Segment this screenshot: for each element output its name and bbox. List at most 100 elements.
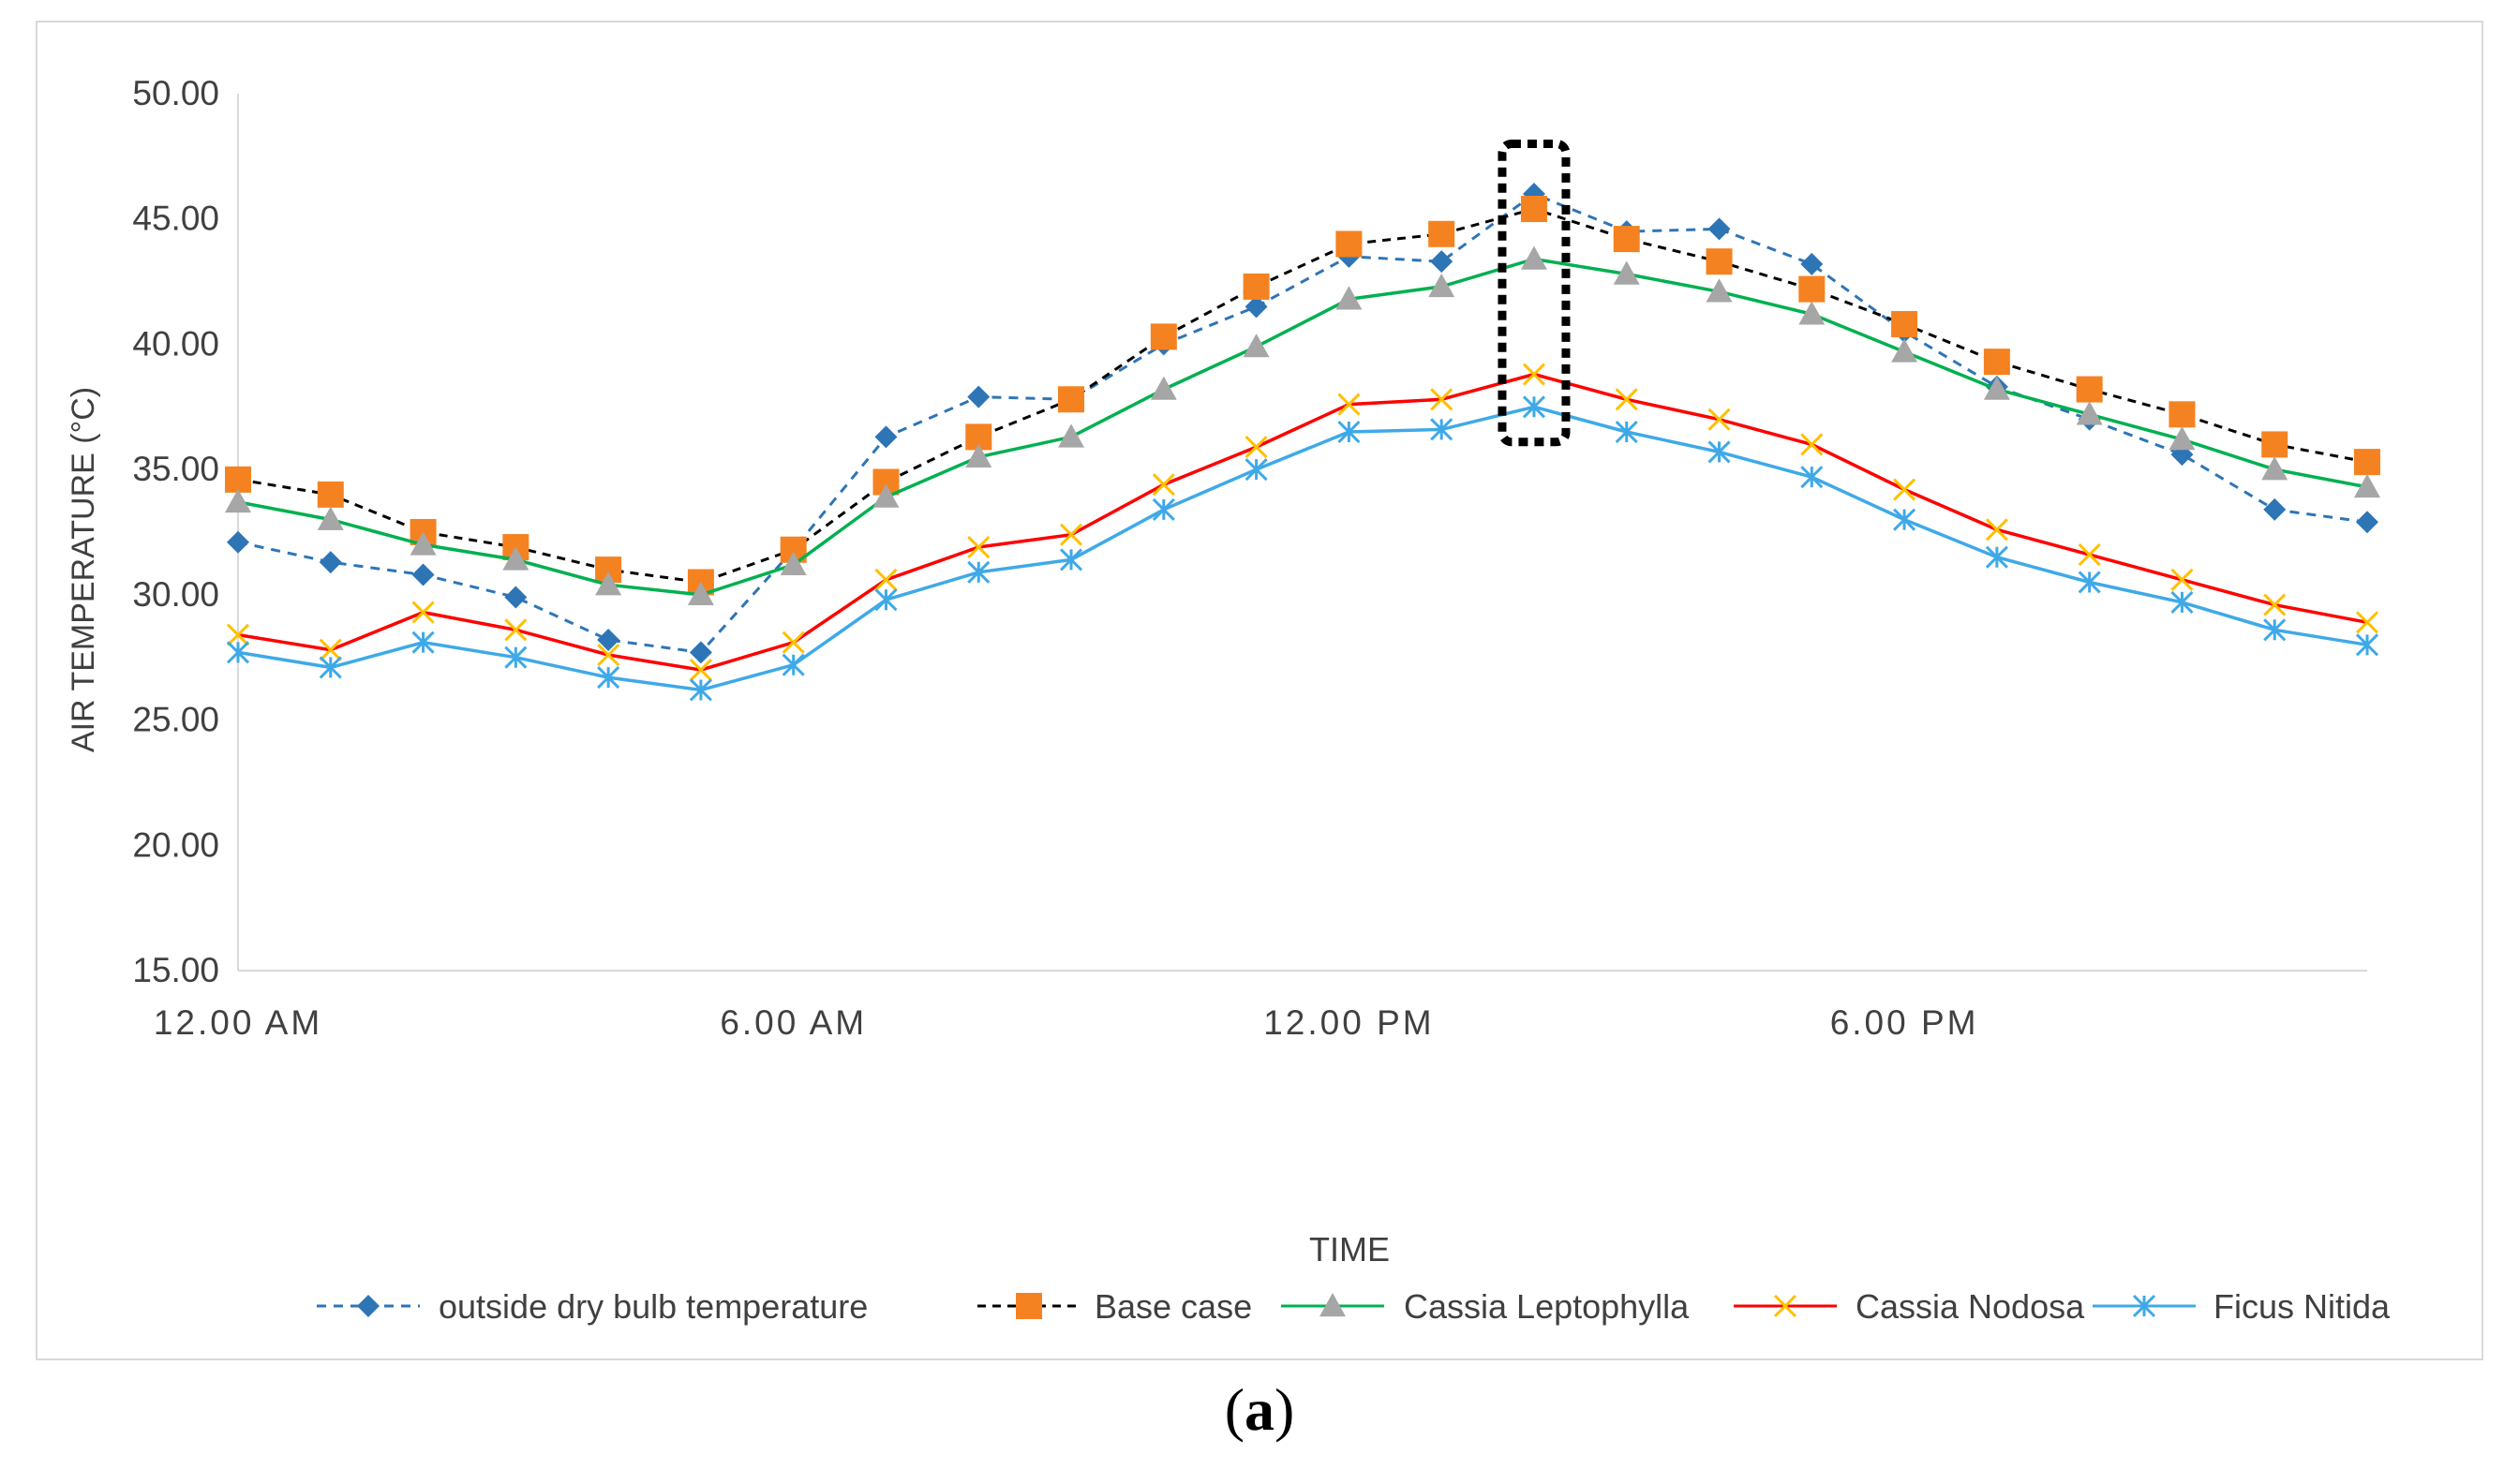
series-cassia-nodosa: [226, 363, 2379, 682]
legend-entry: Ficus Nitida: [2093, 1287, 2391, 1326]
square-marker: [2261, 431, 2288, 458]
y-tick-label: 15.00: [132, 951, 219, 989]
x-marker: [2078, 543, 2101, 567]
asterisk-marker: [1059, 548, 1083, 571]
asterisk-marker: [2263, 618, 2287, 642]
x-marker: [411, 601, 435, 624]
triangle-marker: [2354, 473, 2380, 498]
diamond-marker: [2263, 497, 2287, 521]
triangle-marker: [2261, 456, 2288, 481]
series-ficus-nitida: [226, 395, 2379, 702]
legend-entry: Base case: [977, 1287, 1252, 1326]
triangle-marker: [872, 483, 900, 508]
highlight-box: [1498, 139, 1571, 447]
y-tick-label: 40.00: [132, 324, 219, 363]
x-marker: [1059, 523, 1083, 546]
legend-label: outside dry bulb temperature: [439, 1287, 868, 1326]
series-line: [237, 257, 2368, 597]
square-marker: [1058, 386, 1085, 413]
asterisk-marker: [411, 631, 435, 654]
diamond-marker: [597, 628, 620, 651]
x-marker: [2263, 593, 2287, 616]
legend-entry: Cassia Nodosa: [1734, 1287, 2085, 1326]
x-tick-label: 6.00 PM: [1830, 1003, 1979, 1042]
triangle-marker: [1706, 278, 1733, 303]
y-tick-label: 25.00: [132, 701, 219, 739]
square-marker: [1983, 349, 2010, 376]
square-marker: [1520, 196, 1547, 223]
series-line: [237, 405, 2368, 692]
triangle-marker: [1798, 301, 1826, 325]
x-tick-label: 12.00 AM: [154, 1003, 322, 1042]
x-marker: [2170, 568, 2194, 591]
line-chart: 15.00 20.00 25.00 30.00 35.00 40.00 45.00 50.00…: [66, 74, 2391, 1326]
asterisk-marker: [504, 646, 528, 669]
diamond-marker: [2356, 511, 2378, 534]
y-axis-title: AIR TEMPERATURE (°C): [66, 387, 101, 752]
square-marker: [1016, 1293, 1042, 1319]
triangle-marker: [317, 506, 344, 530]
triangle-marker: [2169, 426, 2196, 451]
diamond-marker: [874, 425, 898, 449]
asterisk-marker: [2078, 571, 2101, 594]
asterisk-marker: [1893, 508, 1916, 531]
square-marker: [2169, 401, 2196, 428]
x-marker: [1893, 478, 1916, 501]
triangle-marker: [1428, 273, 1455, 298]
square-marker: [317, 481, 344, 508]
triangle-marker: [1243, 334, 1270, 358]
caption-letter: a: [1245, 1376, 1274, 1443]
x-marker: [504, 618, 528, 642]
y-tick-label: 35.00: [132, 450, 219, 488]
series-line: [237, 192, 2368, 654]
triangle-marker: [410, 531, 437, 556]
diamond-marker: [504, 586, 528, 609]
series-base-case: [225, 196, 2380, 596]
caption-open: (: [1224, 1376, 1245, 1443]
legend-label: Base case: [1095, 1287, 1252, 1326]
square-marker: [1428, 220, 1455, 247]
figure-caption: (a): [0, 1375, 2519, 1445]
asterisk-marker: [1707, 440, 1731, 464]
square-marker: [1798, 275, 1826, 303]
triangle-marker: [502, 546, 529, 571]
asterisk-marker: [874, 588, 898, 612]
x-axis-title: TIME: [1309, 1230, 1390, 1269]
triangle-marker: [1891, 338, 1918, 363]
square-marker: [225, 466, 251, 493]
asterisk-marker: [967, 560, 991, 584]
square-marker: [2354, 449, 2380, 476]
triangle-marker: [687, 581, 714, 606]
y-tick-label: 20.00: [132, 825, 219, 864]
diamond-marker: [967, 385, 991, 408]
y-tick-label: 30.00: [132, 575, 219, 614]
triangle-marker: [1150, 376, 1177, 400]
series-line: [237, 372, 2368, 672]
series-cassia-leptophylla: [225, 245, 2380, 606]
triangle-marker: [965, 443, 992, 467]
x-marker: [597, 643, 620, 667]
x-marker: [1707, 408, 1731, 431]
square-marker: [1335, 230, 1363, 258]
x-marker: [1337, 393, 1361, 416]
legend-label: Cassia Leptophylla: [1404, 1287, 1690, 1326]
asterisk-marker: [1522, 395, 1546, 419]
diamond-marker: [1245, 295, 1268, 319]
y-tick-label: 50.00: [132, 74, 219, 112]
triangle-marker: [1319, 1293, 1346, 1317]
triangle-marker: [780, 551, 807, 575]
x-marker: [1522, 363, 1546, 386]
triangle-marker: [1335, 286, 1363, 310]
triangle-marker: [1983, 376, 2010, 400]
triangle-marker: [1613, 260, 1640, 285]
asterisk-marker: [1245, 458, 1268, 482]
triangle-marker: [225, 488, 251, 513]
x-marker: [1800, 433, 1824, 456]
square-marker: [1150, 323, 1177, 350]
asterisk-marker: [1985, 545, 2008, 569]
diamond-marker: [227, 530, 249, 554]
x-tick-label: 12.00 PM: [1263, 1003, 1434, 1042]
diamond-marker: [1800, 252, 1824, 275]
diamond-marker: [357, 1295, 380, 1317]
x-marker: [226, 623, 250, 646]
